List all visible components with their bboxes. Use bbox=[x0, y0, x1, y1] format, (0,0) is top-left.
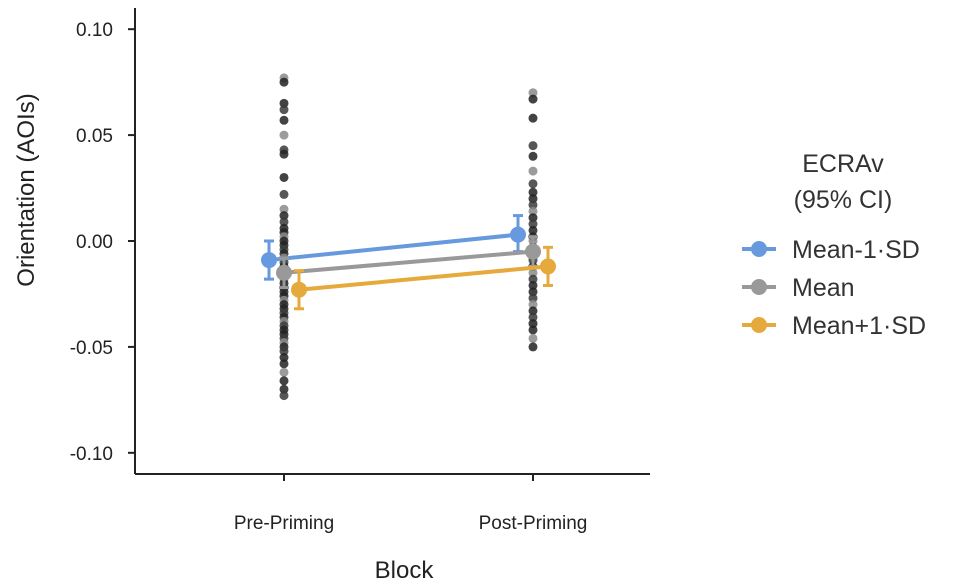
legend-marker bbox=[751, 317, 767, 333]
data-point bbox=[279, 149, 289, 159]
series-line bbox=[268, 232, 519, 263]
series-lines bbox=[261, 214, 556, 311]
legend-label: Mean bbox=[792, 274, 855, 302]
y-tick-label: -0.05 bbox=[70, 338, 113, 359]
data-point bbox=[279, 391, 289, 401]
data-point bbox=[279, 105, 289, 115]
data-point bbox=[528, 312, 538, 322]
data-point bbox=[279, 115, 289, 125]
x-tick-label: Pre-Priming bbox=[234, 513, 334, 534]
legend-items: Mean-1·SD Mean Mean+1·SD bbox=[742, 236, 926, 340]
data-point bbox=[279, 384, 289, 394]
data-point bbox=[279, 211, 289, 221]
x-tick-label: Post-Priming bbox=[479, 513, 588, 534]
data-point bbox=[279, 353, 289, 362]
data-point bbox=[528, 151, 538, 161]
data-point bbox=[279, 217, 289, 227]
data-point bbox=[528, 274, 538, 284]
data-point bbox=[528, 325, 538, 335]
data-point bbox=[528, 194, 538, 204]
data-point bbox=[528, 300, 538, 310]
data-point bbox=[279, 376, 289, 386]
legend-title: ECRAv bbox=[802, 150, 884, 178]
data-point bbox=[279, 346, 289, 356]
data-point bbox=[279, 130, 289, 140]
mean-point bbox=[261, 252, 277, 269]
data-point bbox=[528, 319, 538, 329]
data-point bbox=[528, 280, 538, 290]
data-point bbox=[279, 204, 289, 214]
mean-point bbox=[525, 243, 541, 260]
legend-label: Mean-1·SD bbox=[792, 236, 920, 264]
data-point bbox=[528, 166, 538, 176]
y-tick-label: 0.10 bbox=[76, 20, 113, 41]
data-point bbox=[528, 94, 538, 104]
data-point bbox=[279, 172, 289, 182]
data-point bbox=[528, 213, 538, 223]
y-axis-title: Orientation (AOIs) bbox=[13, 93, 40, 286]
data-point bbox=[528, 88, 538, 98]
data-point bbox=[528, 200, 538, 210]
data-point bbox=[279, 98, 289, 108]
data-point bbox=[528, 206, 538, 216]
mean-point bbox=[540, 258, 556, 275]
y-tick-label: 0.00 bbox=[76, 232, 113, 253]
legend-subtitle: (95% CI) bbox=[794, 186, 893, 214]
data-point bbox=[528, 342, 538, 352]
data-point bbox=[279, 77, 289, 87]
mean-point bbox=[291, 281, 307, 298]
series-line bbox=[283, 249, 534, 275]
legend-marker bbox=[751, 241, 767, 257]
data-point bbox=[528, 333, 538, 343]
axes: 0.10 0.05 0.00 -0.05 -0.10 Pre-Priming Post-P… bbox=[70, 8, 650, 534]
legend: ECRAv (95% CI) Mean-1·SD Mean Mean+1·SD bbox=[742, 150, 926, 340]
data-point bbox=[528, 287, 538, 297]
mean-point bbox=[510, 226, 526, 243]
y-tick-label: -0.10 bbox=[70, 444, 113, 465]
x-axis-title: Block bbox=[375, 557, 435, 584]
series-line bbox=[298, 264, 549, 292]
y-ticks: 0.10 0.05 0.00 -0.05 -0.10 bbox=[70, 20, 135, 465]
data-point bbox=[279, 359, 289, 369]
data-point bbox=[279, 367, 289, 377]
data-point bbox=[528, 179, 538, 189]
data-point bbox=[279, 189, 289, 199]
x-ticks: Pre-Priming Post-Priming bbox=[234, 474, 588, 534]
data-point bbox=[528, 306, 538, 316]
legend-label: Mean+1·SD bbox=[792, 312, 926, 340]
data-point bbox=[528, 268, 538, 278]
legend-marker bbox=[751, 279, 767, 295]
data-point bbox=[528, 141, 538, 151]
y-tick-label: 0.05 bbox=[76, 126, 113, 147]
data-point bbox=[528, 225, 538, 235]
mean-point bbox=[276, 264, 292, 281]
data-point bbox=[528, 187, 538, 197]
data-point bbox=[528, 219, 538, 229]
data-point bbox=[528, 113, 538, 123]
data-point bbox=[528, 293, 538, 303]
